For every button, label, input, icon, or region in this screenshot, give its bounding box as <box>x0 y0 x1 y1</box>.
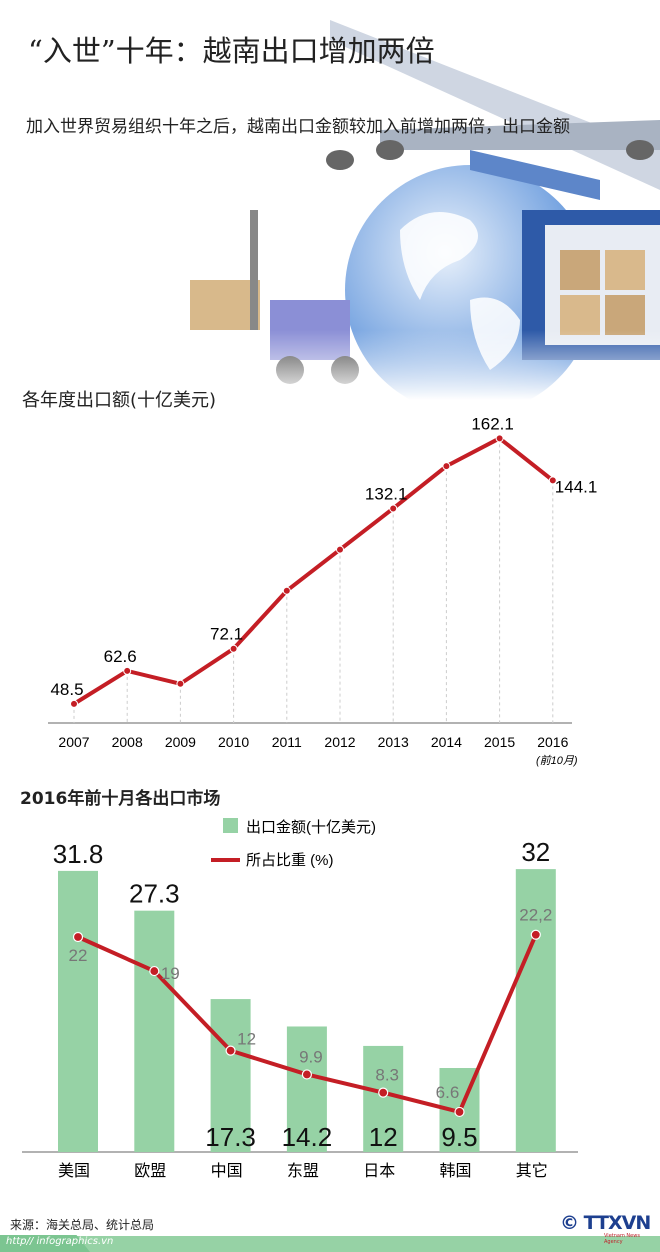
data-point <box>123 666 132 675</box>
x-tick-label: 2016 <box>537 734 568 750</box>
x-tick-label: 中国 <box>211 1162 243 1180</box>
share-label: 12 <box>237 1030 256 1049</box>
x-tick-label: 其它 <box>516 1162 548 1180</box>
data-label: 72.1 <box>210 625 243 644</box>
share-point <box>454 1106 465 1118</box>
data-point <box>442 462 451 471</box>
bar-chart-title: 2016年前十月各出口市场 <box>20 789 221 809</box>
share-point <box>378 1087 389 1098</box>
trade-illustration <box>0 20 660 400</box>
x-tick-label: 美国 <box>58 1162 90 1180</box>
data-label: 62.6 <box>104 647 137 666</box>
data-label: 162.1 <box>471 414 514 433</box>
legend-bar-label: 出口金额(十亿美元) <box>246 819 376 836</box>
data-point <box>176 679 185 688</box>
share-label: 22,2 <box>519 906 552 925</box>
share-point <box>72 931 84 943</box>
x-tick-label: 欧盟 <box>134 1162 166 1180</box>
series-line <box>72 436 555 706</box>
share-point <box>301 1069 312 1080</box>
x-tick-label: 2012 <box>324 734 355 750</box>
data-point <box>336 545 344 554</box>
url-tab <box>0 1235 90 1252</box>
bar <box>515 869 556 1152</box>
x-tick-label: 2009 <box>165 734 196 750</box>
x-tick-label: 2011 <box>272 734 302 750</box>
market-bar-chart: 31.8 美国 27.3 欧盟 17.3 中国 14.2 东盟 12 日本 9.5 韩国 32 其它 22 1… <box>22 818 578 1180</box>
bar <box>58 870 98 1152</box>
data-point <box>548 476 557 485</box>
bar <box>286 1026 327 1152</box>
bar <box>210 999 251 1152</box>
data-point <box>495 434 504 443</box>
bar-value-label: 17.3 <box>205 1122 256 1152</box>
x-tick-label: 2010 <box>218 734 249 750</box>
x-tick-label: 2013 <box>378 734 409 750</box>
share-label: 22 <box>69 946 88 965</box>
page-subtitle: 加入世界贸易组织十年之后，越南出口金额较加入前增加两倍，出口金额 <box>26 117 570 137</box>
airplane-icon <box>326 20 660 200</box>
export-line-chart: 48.5 2007 62.6 2008 2009 72.1 2010 2011 2012 132.… <box>48 414 598 767</box>
data-point <box>229 644 238 653</box>
bar-value-label: 31.8 <box>53 839 104 869</box>
share-label: 19 <box>161 964 180 983</box>
bar <box>363 1045 404 1152</box>
share-point <box>149 965 160 977</box>
data-label: 132.1 <box>365 484 408 503</box>
bar-value-label: 27.3 <box>129 879 180 909</box>
footer-bar <box>0 1236 660 1252</box>
bar-value-label: 32 <box>521 837 550 867</box>
share-point <box>225 1045 236 1056</box>
share-label: 8.3 <box>375 1066 399 1085</box>
line-chart-title: 各年度出口额(十亿美元) <box>22 390 217 411</box>
site-url[interactable]: http// infographics.vn <box>6 1236 114 1247</box>
legend-line-label: 所占比重 (%) <box>246 852 334 869</box>
x-tick-note: (前10月) <box>536 754 578 767</box>
data-point <box>282 586 291 595</box>
bar-value-label: 14.2 <box>282 1122 333 1152</box>
x-tick-label: 2014 <box>431 734 462 750</box>
ttxvn-logo: © TTXVN <box>560 1212 651 1234</box>
x-tick-label: 东盟 <box>287 1162 319 1180</box>
source-text: 来源：海关总局、统计总局 <box>10 1218 155 1232</box>
ttxvn-logo-subtitle: Vietnam News Agency <box>604 1233 640 1245</box>
x-tick-label: 韩国 <box>439 1162 471 1180</box>
share-label: 6.6 <box>436 1083 460 1102</box>
share-point <box>530 929 541 940</box>
data-label: 48.5 <box>50 680 83 699</box>
x-tick-label: 2007 <box>58 734 89 750</box>
bar-value-label: 9.5 <box>441 1122 477 1152</box>
page-title: “入世”十年：越南出口增加两倍 <box>28 34 435 68</box>
share-label: 9.9 <box>299 1047 323 1066</box>
x-tick-label: 2015 <box>484 734 515 750</box>
data-point <box>70 699 78 708</box>
legend-bar-swatch <box>223 818 238 833</box>
data-point <box>389 504 398 513</box>
bar-value-label: 12 <box>369 1122 398 1152</box>
data-label: 144.1 <box>555 477 598 496</box>
bar <box>134 910 175 1152</box>
x-tick-label: 日本 <box>363 1162 395 1180</box>
x-tick-label: 2008 <box>112 734 143 750</box>
